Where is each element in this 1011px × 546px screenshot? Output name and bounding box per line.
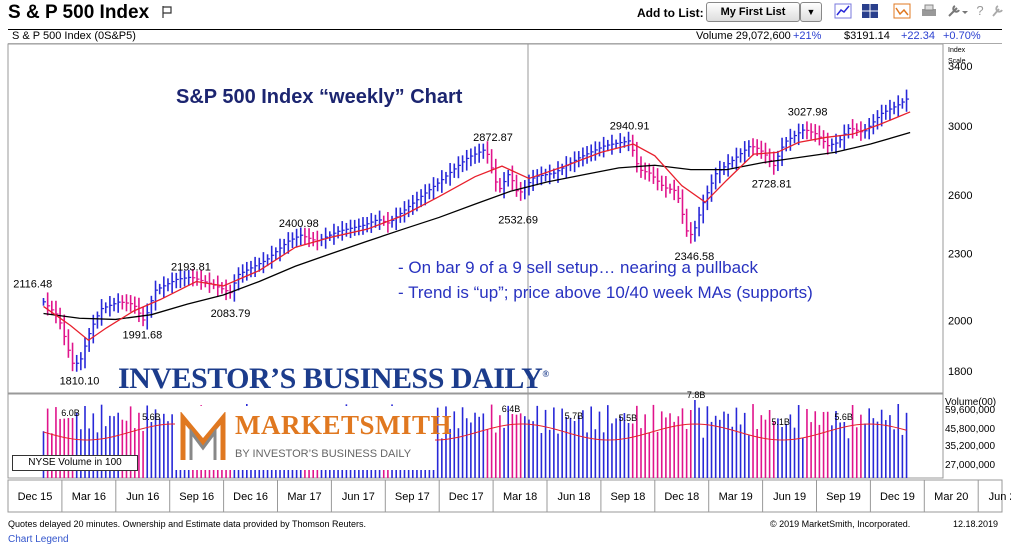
price-pane	[7, 43, 944, 394]
nyse-volume-label: NYSE Volume in 100	[12, 455, 138, 471]
price-label: 1810.10	[60, 376, 100, 388]
tools-icon[interactable]	[990, 3, 1004, 19]
y-tick-label: 1800	[948, 366, 972, 378]
x-tick-label: Mar 19	[719, 491, 753, 503]
footer-date: 12.18.2019	[953, 519, 999, 529]
footer-copyright: © 2019 MarketSmith, Incorporated.	[770, 519, 911, 529]
marketsmith-tagline: BY INVESTOR’S BUSINESS DAILY	[235, 448, 412, 460]
price-label: 2728.81	[752, 179, 792, 191]
price-label: 2872.87	[473, 132, 513, 144]
volume-label: 5.6B	[834, 412, 853, 422]
y-tick-label: 45,800,000	[945, 424, 995, 435]
y-tick-label: 2600	[948, 190, 972, 202]
x-tick-label: Jun 20	[989, 491, 1011, 503]
y-tick-label: 59,600,000	[945, 405, 995, 416]
price-label: 1991.68	[123, 330, 163, 342]
price-label: 2400.98	[279, 218, 319, 230]
page-title: S & P 500 Index	[8, 2, 150, 23]
y-tick-label: 27,000,000	[945, 460, 995, 471]
dropdown-arrow-icon[interactable]: ▼	[800, 2, 822, 22]
y-tick-label: 3400	[948, 61, 972, 73]
x-tick-label: Dec 19	[880, 491, 915, 503]
volume-label: 5.5B	[619, 413, 638, 423]
annotation-note: - On bar 9 of a 9 sell setup… nearing a …	[398, 258, 759, 277]
quote-info-bar: S & P 500 Index (0S&P5) Volume 29,072,60…	[8, 29, 1002, 44]
axis-title: Scale	[948, 58, 966, 65]
price-label: 2940.91	[610, 121, 650, 133]
price-bars	[42, 89, 910, 372]
x-tick-label: Dec 17	[449, 491, 484, 503]
symbol-label: S & P 500 Index (0S&P5)	[12, 30, 136, 42]
chart-line-icon[interactable]	[834, 3, 852, 19]
volume-label: 6.4B	[502, 404, 521, 414]
marketsmith-name: MARKETSMITH	[235, 410, 453, 440]
axis-title: Index	[948, 47, 966, 54]
x-tick-label: Jun 18	[557, 491, 590, 503]
volume-label: 6.0B	[61, 408, 80, 418]
price-change-percent: +0.70%	[943, 30, 981, 42]
chart-legend-link[interactable]: Chart Legend	[8, 534, 69, 545]
ma40-line	[43, 131, 911, 321]
print-icon[interactable]	[920, 3, 938, 19]
price-label: 2532.69	[498, 214, 538, 226]
ibd-logo-text: INVESTOR’S BUSINESS DAILY	[118, 362, 543, 395]
marketsmith-logo: MARKETSMITH BY INVESTOR’S BUSINESS DAILY	[175, 406, 452, 470]
price-label: 3027.98	[788, 107, 828, 119]
price-change: +22.34	[901, 30, 935, 42]
x-tick-label: Jun 19	[773, 491, 806, 503]
annotation-note: - Trend is “up”; price above 10/40 week …	[398, 283, 813, 302]
y-tick-label: 3000	[948, 121, 972, 133]
volume-label: 7.8B	[687, 390, 706, 400]
date-axis	[7, 479, 1003, 513]
x-tick-label: Sep 16	[179, 491, 214, 503]
price-value: $3191.14	[844, 30, 890, 42]
volume-value: Volume 29,072,600	[696, 30, 791, 42]
y-tick-label: 35,200,000	[945, 441, 995, 452]
x-tick-label: Jun 17	[342, 491, 375, 503]
price-label: 2083.79	[211, 308, 251, 320]
x-tick-label: Dec 15	[18, 491, 53, 503]
volume-bars	[42, 400, 908, 478]
x-tick-label: Dec 16	[233, 491, 268, 503]
x-tick-label: Sep 17	[395, 491, 430, 503]
axis-title: Volume(00)	[945, 397, 996, 408]
grid-icon[interactable]	[861, 3, 879, 19]
volume-label: 5.6B	[142, 412, 161, 422]
footer-disclaimer: Quotes delayed 20 minutes. Ownership and…	[8, 519, 367, 529]
x-tick-label: Mar 20	[934, 491, 968, 503]
add-to-list-label: Add to List:	[637, 6, 704, 20]
x-tick-label: Sep 18	[610, 491, 645, 503]
x-tick-label: Mar 17	[287, 491, 321, 503]
price-label: 2116.48	[13, 278, 52, 290]
price-label: 2193.81	[171, 261, 211, 273]
y-tick-label: 2000	[948, 316, 972, 328]
chart-alt-icon[interactable]	[893, 3, 911, 19]
marketsmith-m-icon	[180, 412, 226, 460]
registered-mark: ®	[542, 369, 549, 379]
x-tick-label: Mar 16	[72, 491, 106, 503]
x-tick-label: Mar 18	[503, 491, 537, 503]
price-label: 2346.58	[674, 251, 714, 263]
help-icon[interactable]: ?	[976, 3, 984, 18]
x-tick-label: Dec 18	[664, 491, 699, 503]
volume-label: 5.7B	[565, 411, 584, 421]
chart-annotation-title: S&P 500 Index “weekly” Chart	[176, 86, 463, 108]
volume-label: 5.1B	[771, 417, 790, 427]
x-tick-label: Jun 16	[126, 491, 159, 503]
ibd-logo: INVESTOR’S BUSINESS DAILY®	[118, 362, 549, 396]
y-tick-label: 2300	[948, 249, 972, 261]
list-select[interactable]: My First List	[706, 2, 800, 22]
ma10-line	[43, 111, 911, 342]
x-tick-label: Sep 19	[826, 491, 861, 503]
tools-icon[interactable]	[946, 3, 968, 19]
flag-icon[interactable]	[162, 6, 172, 18]
volume-change: +21%	[793, 30, 822, 42]
